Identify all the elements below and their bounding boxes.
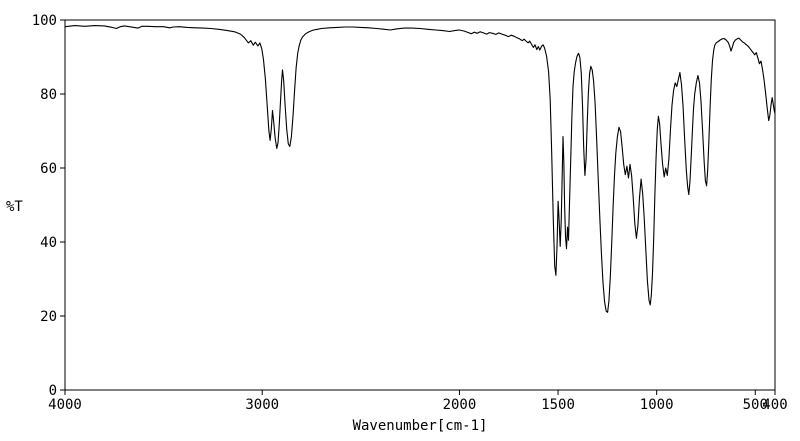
x-tick-label: 1000 (640, 397, 674, 413)
x-tick-label: 4000 (48, 397, 82, 413)
y-tick-label: 20 (40, 309, 57, 325)
y-tick-label: 80 (40, 87, 57, 103)
x-tick-label: 500 (743, 397, 768, 413)
x-tick-label: 1500 (541, 397, 575, 413)
x-axis-label: Wavenumber[cm-1] (352, 418, 488, 434)
y-tick-label: 60 (40, 161, 57, 177)
y-tick-label: 100 (32, 13, 57, 29)
y-axis-label: %T (6, 199, 23, 215)
x-tick-label: 2000 (443, 397, 477, 413)
plot-frame (64, 19, 776, 391)
y-tick-label: 40 (40, 235, 57, 251)
spectrum-trace (64, 25, 776, 313)
x-tick-label: 3000 (245, 397, 279, 413)
x-tick-label: 400 (762, 397, 787, 413)
y-tick-label: 0 (49, 383, 57, 399)
